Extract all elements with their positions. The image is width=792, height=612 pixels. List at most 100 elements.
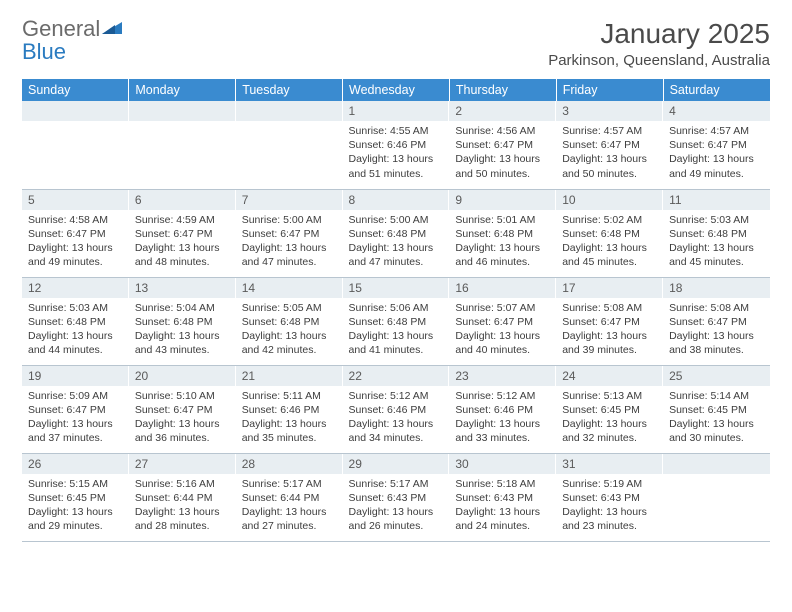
- day-details: Sunrise: 5:19 AMSunset: 6:43 PMDaylight:…: [556, 474, 663, 538]
- weekday-wed: Wednesday: [343, 79, 450, 101]
- calendar-cell: 27Sunrise: 5:16 AMSunset: 6:44 PMDayligh…: [129, 453, 236, 541]
- daylight-text: Daylight: 13 hours and 33 minutes.: [455, 417, 550, 445]
- day-details: Sunrise: 5:17 AMSunset: 6:43 PMDaylight:…: [343, 474, 450, 538]
- day-number: 4: [663, 101, 770, 121]
- daylight-text: Daylight: 13 hours and 39 minutes.: [562, 329, 657, 357]
- calendar-cell: [129, 101, 236, 189]
- sunset-text: Sunset: 6:47 PM: [455, 315, 550, 329]
- daylight-text: Daylight: 13 hours and 29 minutes.: [28, 505, 123, 533]
- daylight-text: Daylight: 13 hours and 49 minutes.: [669, 152, 764, 180]
- sunset-text: Sunset: 6:47 PM: [135, 403, 230, 417]
- calendar-table: Sunday Monday Tuesday Wednesday Thursday…: [22, 79, 770, 542]
- day-details: Sunrise: 5:05 AMSunset: 6:48 PMDaylight:…: [236, 298, 343, 362]
- sunrise-text: Sunrise: 5:00 AM: [349, 213, 444, 227]
- day-details: Sunrise: 5:13 AMSunset: 6:45 PMDaylight:…: [556, 386, 663, 450]
- daylight-text: Daylight: 13 hours and 43 minutes.: [135, 329, 230, 357]
- calendar-cell: 1Sunrise: 4:55 AMSunset: 6:46 PMDaylight…: [343, 101, 450, 189]
- day-details: Sunrise: 4:55 AMSunset: 6:46 PMDaylight:…: [343, 121, 450, 185]
- weekday-tue: Tuesday: [236, 79, 343, 101]
- sunset-text: Sunset: 6:47 PM: [455, 138, 550, 152]
- weekday-sun: Sunday: [22, 79, 129, 101]
- calendar-cell: 26Sunrise: 5:15 AMSunset: 6:45 PMDayligh…: [22, 453, 129, 541]
- calendar-row: 1Sunrise: 4:55 AMSunset: 6:46 PMDaylight…: [22, 101, 770, 189]
- calendar-cell: 30Sunrise: 5:18 AMSunset: 6:43 PMDayligh…: [449, 453, 556, 541]
- day-details: Sunrise: 4:57 AMSunset: 6:47 PMDaylight:…: [663, 121, 770, 185]
- day-details: Sunrise: 4:56 AMSunset: 6:47 PMDaylight:…: [449, 121, 556, 185]
- day-details: Sunrise: 5:17 AMSunset: 6:44 PMDaylight:…: [236, 474, 343, 538]
- day-number: 3: [556, 101, 663, 121]
- calendar-cell: 29Sunrise: 5:17 AMSunset: 6:43 PMDayligh…: [343, 453, 450, 541]
- day-details: Sunrise: 5:12 AMSunset: 6:46 PMDaylight:…: [449, 386, 556, 450]
- sunset-text: Sunset: 6:45 PM: [669, 403, 764, 417]
- sunset-text: Sunset: 6:46 PM: [455, 403, 550, 417]
- day-number: 9: [449, 190, 556, 210]
- sunset-text: Sunset: 6:48 PM: [242, 315, 337, 329]
- day-number: 14: [236, 278, 343, 298]
- calendar-cell: 20Sunrise: 5:10 AMSunset: 6:47 PMDayligh…: [129, 365, 236, 453]
- daylight-text: Daylight: 13 hours and 42 minutes.: [242, 329, 337, 357]
- brand-part2: Blue: [22, 39, 66, 64]
- sunrise-text: Sunrise: 5:03 AM: [669, 213, 764, 227]
- day-details: Sunrise: 5:03 AMSunset: 6:48 PMDaylight:…: [663, 210, 770, 274]
- calendar-cell: 14Sunrise: 5:05 AMSunset: 6:48 PMDayligh…: [236, 277, 343, 365]
- sunset-text: Sunset: 6:47 PM: [242, 227, 337, 241]
- brand-part1: General: [22, 16, 100, 41]
- calendar-cell: 24Sunrise: 5:13 AMSunset: 6:45 PMDayligh…: [556, 365, 663, 453]
- day-number: 28: [236, 454, 343, 474]
- calendar-cell: [663, 453, 770, 541]
- day-details: Sunrise: 5:11 AMSunset: 6:46 PMDaylight:…: [236, 386, 343, 450]
- sunrise-text: Sunrise: 5:15 AM: [28, 477, 123, 491]
- calendar-cell: 9Sunrise: 5:01 AMSunset: 6:48 PMDaylight…: [449, 189, 556, 277]
- day-number: 8: [343, 190, 450, 210]
- sunset-text: Sunset: 6:46 PM: [349, 138, 444, 152]
- sunrise-text: Sunrise: 5:18 AM: [455, 477, 550, 491]
- sunset-text: Sunset: 6:47 PM: [28, 403, 123, 417]
- sunset-text: Sunset: 6:48 PM: [349, 315, 444, 329]
- calendar-cell: 21Sunrise: 5:11 AMSunset: 6:46 PMDayligh…: [236, 365, 343, 453]
- daylight-text: Daylight: 13 hours and 47 minutes.: [242, 241, 337, 269]
- day-number: 22: [343, 366, 450, 386]
- sunrise-text: Sunrise: 4:58 AM: [28, 213, 123, 227]
- calendar-cell: [236, 101, 343, 189]
- month-title: January 2025: [548, 18, 770, 50]
- calendar-cell: 25Sunrise: 5:14 AMSunset: 6:45 PMDayligh…: [663, 365, 770, 453]
- sunset-text: Sunset: 6:45 PM: [28, 491, 123, 505]
- sunrise-text: Sunrise: 4:56 AM: [455, 124, 550, 138]
- weekday-sat: Saturday: [663, 79, 770, 101]
- day-details: Sunrise: 5:08 AMSunset: 6:47 PMDaylight:…: [663, 298, 770, 362]
- day-number: 17: [556, 278, 663, 298]
- sunset-text: Sunset: 6:48 PM: [562, 227, 657, 241]
- calendar-cell: 17Sunrise: 5:08 AMSunset: 6:47 PMDayligh…: [556, 277, 663, 365]
- day-number: [129, 101, 236, 121]
- calendar-cell: 11Sunrise: 5:03 AMSunset: 6:48 PMDayligh…: [663, 189, 770, 277]
- weekday-mon: Monday: [129, 79, 236, 101]
- calendar-cell: 18Sunrise: 5:08 AMSunset: 6:47 PMDayligh…: [663, 277, 770, 365]
- daylight-text: Daylight: 13 hours and 32 minutes.: [562, 417, 657, 445]
- daylight-text: Daylight: 13 hours and 46 minutes.: [455, 241, 550, 269]
- sunrise-text: Sunrise: 4:55 AM: [349, 124, 444, 138]
- calendar-cell: 16Sunrise: 5:07 AMSunset: 6:47 PMDayligh…: [449, 277, 556, 365]
- day-number: [236, 101, 343, 121]
- day-number: [22, 101, 129, 121]
- calendar-cell: [22, 101, 129, 189]
- sunrise-text: Sunrise: 4:57 AM: [669, 124, 764, 138]
- daylight-text: Daylight: 13 hours and 50 minutes.: [455, 152, 550, 180]
- sunrise-text: Sunrise: 5:10 AM: [135, 389, 230, 403]
- day-number: 12: [22, 278, 129, 298]
- header: General Blue January 2025 Parkinson, Que…: [22, 18, 770, 69]
- daylight-text: Daylight: 13 hours and 38 minutes.: [669, 329, 764, 357]
- day-number: 20: [129, 366, 236, 386]
- calendar-cell: 6Sunrise: 4:59 AMSunset: 6:47 PMDaylight…: [129, 189, 236, 277]
- sunrise-text: Sunrise: 4:57 AM: [562, 124, 657, 138]
- daylight-text: Daylight: 13 hours and 47 minutes.: [349, 241, 444, 269]
- day-details: Sunrise: 4:59 AMSunset: 6:47 PMDaylight:…: [129, 210, 236, 274]
- daylight-text: Daylight: 13 hours and 50 minutes.: [562, 152, 657, 180]
- calendar-cell: 28Sunrise: 5:17 AMSunset: 6:44 PMDayligh…: [236, 453, 343, 541]
- sunrise-text: Sunrise: 5:19 AM: [562, 477, 657, 491]
- daylight-text: Daylight: 13 hours and 28 minutes.: [135, 505, 230, 533]
- weekday-fri: Friday: [556, 79, 663, 101]
- day-details: Sunrise: 5:02 AMSunset: 6:48 PMDaylight:…: [556, 210, 663, 274]
- sunset-text: Sunset: 6:44 PM: [135, 491, 230, 505]
- calendar-cell: 7Sunrise: 5:00 AMSunset: 6:47 PMDaylight…: [236, 189, 343, 277]
- day-number: 16: [449, 278, 556, 298]
